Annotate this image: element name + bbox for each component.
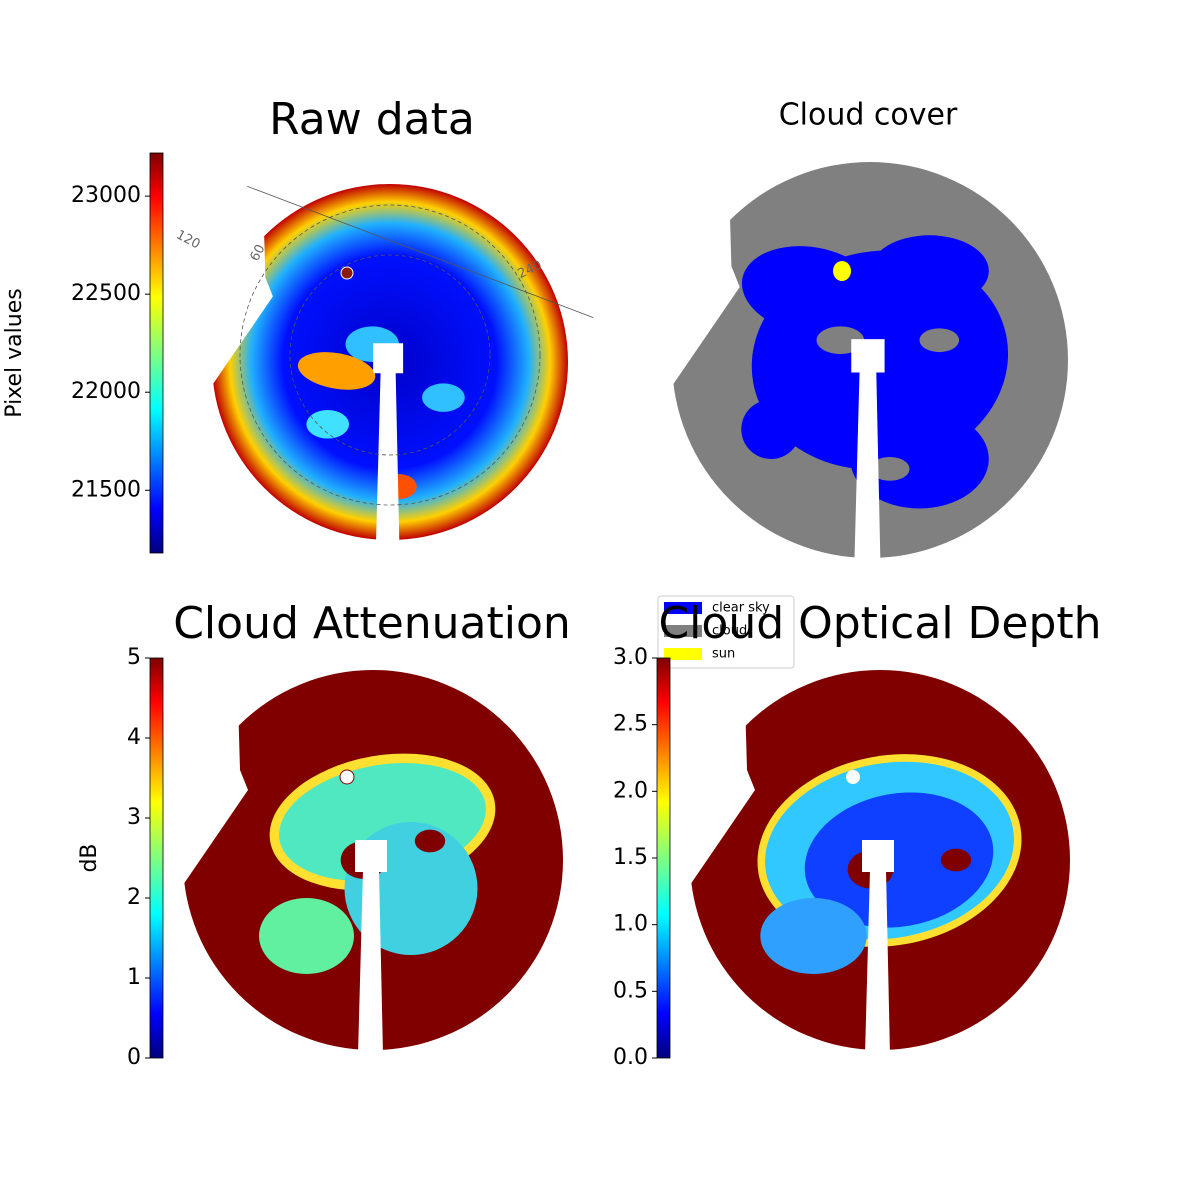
- legend-swatch: [664, 602, 702, 614]
- colorbar-tick-label: 0.5: [613, 978, 648, 1003]
- colorbar-frame: [149, 657, 164, 1059]
- region: [741, 399, 801, 459]
- colorbar-label: dB: [77, 843, 102, 872]
- sun-marker: [833, 261, 851, 281]
- horizon-mask: [188, 174, 273, 386]
- legend-swatch: [664, 625, 702, 637]
- horizon-mask: [645, 151, 740, 387]
- sun-dot: [339, 769, 355, 785]
- region: [870, 235, 989, 307]
- panel-title: Cloud Attenuation: [173, 598, 571, 649]
- colorbar-tick-label: 4: [127, 725, 141, 750]
- legend-label: cloud: [712, 624, 747, 639]
- colorbar-tick-label: 1.0: [613, 912, 648, 937]
- sky-disk: [665, 660, 1070, 1055]
- region: [297, 352, 376, 390]
- region: [259, 898, 354, 974]
- colorbar-tick-label: 2.0: [613, 778, 648, 803]
- colorbar-tick-label: 0.0: [613, 1045, 648, 1070]
- colorbar-tick-label: 1: [127, 965, 141, 990]
- azimuth-label: 60: [247, 242, 268, 264]
- region: [306, 410, 350, 439]
- colorbar-tick-label: 23000: [71, 183, 141, 208]
- colorbar-tick-label: 2.5: [613, 712, 648, 737]
- region: [850, 409, 989, 509]
- colorbar: [150, 153, 163, 553]
- horizon-mask: [158, 660, 248, 885]
- sky-images: [158, 151, 1070, 1055]
- region: [804, 792, 994, 928]
- sun-dot: [846, 770, 860, 784]
- horizon-mask: [665, 660, 755, 885]
- sky-disk: [158, 660, 563, 1055]
- region: [414, 829, 446, 853]
- colorbar-tick-label: 21500: [71, 477, 141, 502]
- mast-mask: [375, 371, 400, 545]
- polar-grid: [247, 185, 594, 318]
- colorbar-tick-label: 3: [127, 805, 141, 830]
- colorbar-tick-label: 22500: [71, 281, 141, 306]
- region: [760, 898, 867, 974]
- region: [919, 328, 960, 353]
- sky-disk: [645, 151, 1068, 564]
- region: [940, 848, 972, 872]
- region: [870, 457, 910, 481]
- mast-mask: [854, 370, 881, 564]
- mast-mask: [851, 339, 885, 373]
- colorbar-tick-label: 1.5: [613, 845, 648, 870]
- sky-disk: [188, 174, 594, 545]
- mast-mask: [865, 870, 890, 1055]
- legend-label: sun: [712, 647, 735, 662]
- region: [883, 962, 915, 986]
- mast-mask: [862, 840, 894, 872]
- legend: clear sky cloud sun: [657, 595, 795, 669]
- mast-mask: [358, 870, 383, 1055]
- polar-grid: [289, 254, 491, 456]
- legend-swatch: [664, 648, 702, 660]
- colorbar-frame: [149, 152, 164, 554]
- region: [422, 383, 465, 412]
- panel-title: Cloud cover: [779, 98, 958, 133]
- colorbar-tick-label: 3.0: [613, 645, 648, 670]
- polar-grid: [239, 204, 541, 506]
- panel-title: Raw data: [269, 94, 475, 145]
- sun-dot: [340, 266, 354, 280]
- colorbar-tick-label: 5: [127, 645, 141, 670]
- colorbar-tick-label: 0: [127, 1045, 141, 1070]
- panel-title: Cloud Optical Depth: [658, 598, 1101, 649]
- legend-label: clear sky: [712, 601, 770, 616]
- colorbar: [150, 658, 163, 1058]
- colorbar-label: Pixel values: [2, 288, 27, 417]
- colorbar: [657, 658, 670, 1058]
- colorbar-tick-label: 22000: [71, 379, 141, 404]
- colorbar-tick-label: 2: [127, 885, 141, 910]
- mast-mask: [373, 343, 404, 374]
- mast-mask: [355, 840, 387, 872]
